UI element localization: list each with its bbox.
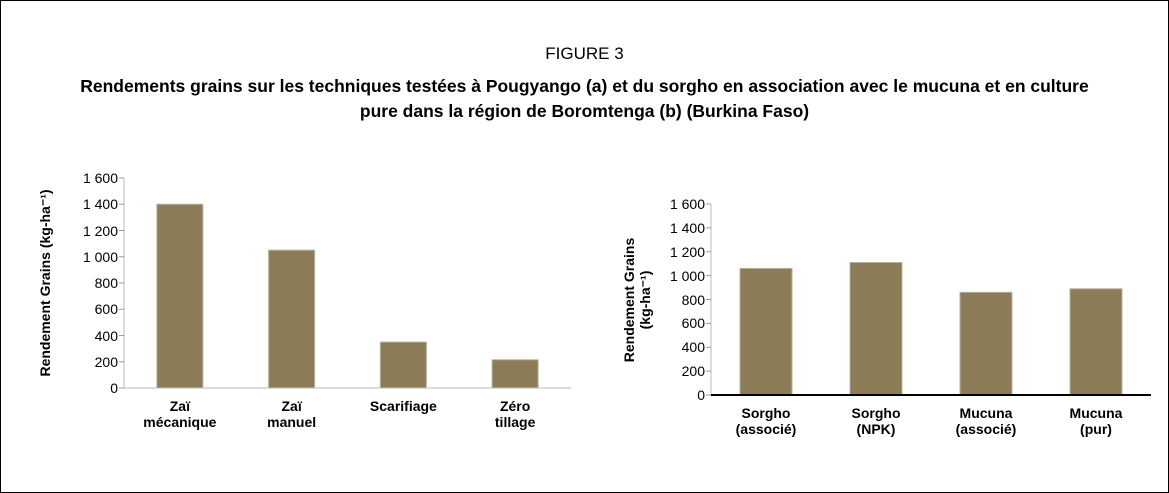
bar [491, 359, 539, 389]
y-tick-label: 1 600 [82, 170, 118, 186]
y-tick-label: 1 400 [82, 196, 118, 213]
y-tick-label: 1 000 [82, 248, 118, 265]
y-tick-label: 200 [94, 353, 118, 370]
y-tick-label: 600 [681, 315, 705, 332]
y-tick-label: 0 [110, 380, 118, 396]
y-tick-label: 800 [681, 291, 705, 308]
bar [379, 341, 427, 389]
y-axis-label: Rendement Grains (kg-ha⁻¹) [621, 237, 653, 362]
y-tick-label: 800 [94, 275, 118, 291]
y-tick-label: 1 600 [669, 196, 705, 212]
x-tick-label: Zaï manuel [267, 398, 317, 430]
x-tick-label: Zéro tillage [494, 398, 536, 430]
bar [849, 261, 903, 396]
bar [959, 291, 1013, 396]
bar [156, 203, 204, 389]
bar [1069, 288, 1123, 396]
x-tick-label: Mucuna (pur) [1069, 405, 1123, 437]
figure-title: Rendements grains sur les techniques tes… [80, 76, 1089, 121]
x-tick-label: Sorgho (NPK) [851, 405, 901, 437]
bar [739, 267, 793, 396]
x-tick-label: Mucuna (associé) [955, 405, 1017, 437]
bar [268, 249, 316, 389]
y-tick-label: 600 [94, 301, 118, 318]
y-axis-label: Rendement Grains (kg-ha⁻¹) [37, 189, 53, 377]
y-tick-label: 1 400 [669, 219, 705, 236]
x-tick-label: Zaï mécanique [143, 398, 217, 430]
y-tick-label: 1 000 [669, 267, 705, 284]
y-tick-label: 400 [94, 327, 118, 344]
x-tick-label: Sorgho (associé) [735, 405, 797, 437]
y-tick-label: 1 200 [82, 222, 118, 239]
figure-label: FIGURE 3 [545, 44, 624, 63]
y-tick-label: 200 [681, 363, 705, 380]
y-tick-label: 1 200 [669, 243, 705, 260]
y-tick-label: 0 [697, 387, 705, 403]
x-tick-label: Scarifiage [369, 398, 437, 414]
y-tick-label: 400 [681, 339, 705, 356]
